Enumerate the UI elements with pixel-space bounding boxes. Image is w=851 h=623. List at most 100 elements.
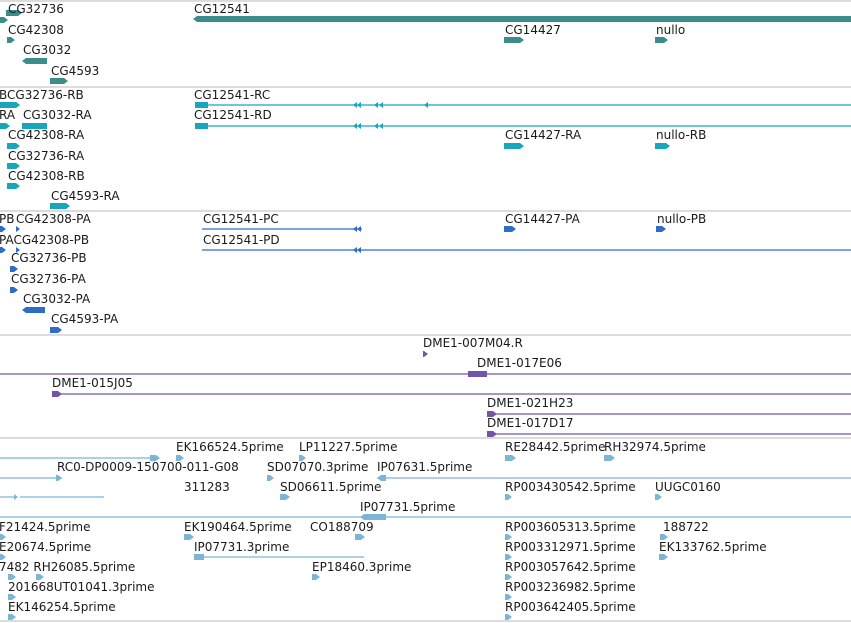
feature-label[interactable]: CG14427-PA: [505, 212, 581, 226]
feature-label[interactable]: PACG42308-PB: [0, 233, 89, 247]
feature-label[interactable]: CG3032: [23, 43, 71, 57]
feature-label[interactable]: CG12541-PD: [203, 233, 280, 247]
feature[interactable]: 7482 RH26085.5prime: [0, 560, 135, 580]
feature[interactable]: EK146254.5prime: [8, 600, 116, 620]
feature-label[interactable]: CG32736-PA: [11, 272, 87, 286]
feature-label[interactable]: EK146254.5prime: [8, 600, 116, 614]
feature[interactable]: F21424.5prime: [0, 520, 90, 540]
feature-label[interactable]: F21424.5prime: [0, 520, 90, 534]
feature-label[interactable]: CG4593-RA: [51, 189, 120, 203]
feature-label[interactable]: BCG32736-RB: [0, 88, 84, 102]
feature-label[interactable]: LP11227.5prime: [299, 440, 398, 454]
feature[interactable]: RA: [0, 108, 16, 129]
feature[interactable]: RE28442.5prime: [505, 440, 606, 461]
feature-label[interactable]: DME1-017D17: [487, 416, 574, 430]
feature-label[interactable]: E20674.5prime: [0, 540, 91, 554]
feature-label[interactable]: RP003312971.5prime: [505, 540, 636, 554]
feature[interactable]: DME1-017E06: [0, 356, 851, 377]
feature[interactable]: CG12541-PC: [202, 212, 362, 232]
feature[interactable]: BCG32736-RB: [0, 88, 84, 108]
feature[interactable]: RP003605313.5prime: [505, 520, 636, 540]
feature[interactable]: CO188709: [310, 520, 374, 540]
feature-label[interactable]: CG14427: [505, 23, 561, 37]
feature[interactable]: DME1-007M04.R: [423, 336, 523, 357]
feature[interactable]: CG42308-PA: [16, 212, 92, 226]
feature[interactable]: CG3032: [22, 43, 71, 64]
feature-label[interactable]: IP07631.5prime: [377, 460, 472, 474]
feature[interactable]: CG32736: [0, 2, 64, 23]
feature[interactable]: SD06611.5prime: [280, 480, 381, 500]
feature[interactable]: EP18460.3prime: [312, 560, 411, 580]
feature-label[interactable]: RP003605313.5prime: [505, 520, 636, 534]
feature-label[interactable]: RP003057642.5prime: [505, 560, 636, 574]
feature[interactable]: CG12541-RD: [194, 108, 851, 129]
feature[interactable]: CG12541-PD: [202, 233, 851, 253]
feature[interactable]: EK190464.5prime: [184, 520, 292, 540]
feature[interactable]: nullo: [655, 23, 685, 43]
feature-label[interactable]: UUGC0160: [655, 480, 721, 494]
feature-label[interactable]: CG3032-RA: [23, 108, 92, 122]
feature-label[interactable]: RA: [0, 108, 16, 122]
feature-label[interactable]: 7482 RH26085.5prime: [0, 560, 135, 574]
feature[interactable]: CG4593: [50, 64, 99, 84]
feature-label[interactable]: SD07070.3prime: [267, 460, 368, 474]
feature-label[interactable]: SD06611.5prime: [280, 480, 381, 494]
feature[interactable]: nullo-PB: [656, 212, 706, 232]
feature[interactable]: PACG42308-PB: [0, 233, 89, 253]
feature-label[interactable]: IP07731.5prime: [360, 500, 455, 514]
feature[interactable]: CG12541-RC: [194, 88, 851, 108]
feature-label[interactable]: EK133762.5prime: [659, 540, 767, 554]
feature[interactable]: SD07070.3prime: [267, 460, 368, 481]
feature[interactable]: DME1-015J05: [52, 376, 851, 397]
feature[interactable]: RP003236982.5prime: [505, 580, 636, 600]
feature-label[interactable]: RP003642405.5prime: [505, 600, 636, 614]
feature-label[interactable]: nullo: [656, 23, 685, 37]
feature-label[interactable]: 311283: [184, 480, 230, 494]
feature[interactable]: IP07631.5prime: [377, 460, 851, 481]
feature[interactable]: CG42308-RB: [7, 169, 85, 189]
feature-label[interactable]: DME1-015J05: [52, 376, 133, 390]
feature-label[interactable]: EK190464.5prime: [184, 520, 292, 534]
feature[interactable]: LP11227.5prime: [299, 440, 398, 461]
feature-label[interactable]: RH32974.5prime: [604, 440, 706, 454]
feature-label[interactable]: CG14427-RA: [505, 128, 582, 142]
feature[interactable]: CG14427: [504, 23, 561, 43]
feature[interactable]: CG4593-RA: [50, 189, 120, 209]
feature[interactable]: CG32736-PA: [10, 272, 87, 293]
feature-label[interactable]: CG32736-RA: [8, 149, 85, 163]
feature-label[interactable]: nullo-RB: [656, 128, 706, 142]
feature-label[interactable]: CG3032-PA: [23, 292, 91, 306]
feature-label[interactable]: EK166524.5prime: [176, 440, 284, 454]
feature[interactable]: CG12541: [193, 2, 851, 22]
feature-label[interactable]: CG4593: [51, 64, 99, 78]
feature-label[interactable]: RP003236982.5prime: [505, 580, 636, 594]
feature-label[interactable]: CG12541-RC: [194, 88, 270, 102]
feature[interactable]: nullo-RB: [655, 128, 706, 149]
feature[interactable]: RH32974.5prime: [604, 440, 706, 461]
feature[interactable]: CG42308: [7, 23, 64, 43]
feature-label[interactable]: CG12541-RD: [194, 108, 272, 122]
feature-label[interactable]: IP07731.3prime: [194, 540, 289, 554]
feature[interactable]: CG14427-RA: [504, 128, 582, 149]
feature[interactable]: E20674.5prime: [0, 540, 91, 560]
feature[interactable]: EK133762.5prime: [659, 540, 767, 560]
feature[interactable]: RC0-DP0009-150700-011-G08: [0, 460, 239, 481]
feature-label[interactable]: EP18460.3prime: [312, 560, 411, 574]
feature-label[interactable]: DME1-021H23: [487, 396, 573, 410]
feature[interactable]: CG14427-PA: [504, 212, 581, 232]
feature[interactable]: IP07731.5prime: [0, 500, 851, 520]
feature[interactable]: RP003312971.5prime: [505, 540, 636, 560]
feature-label[interactable]: CG32736: [8, 2, 64, 16]
feature-label[interactable]: CG42308-RA: [8, 128, 85, 142]
feature[interactable]: CG3032-RA: [22, 108, 92, 129]
feature-label[interactable]: CG12541: [194, 2, 250, 16]
feature[interactable]: DME1-021H23: [487, 396, 851, 417]
feature-label[interactable]: CG4593-PA: [51, 312, 119, 326]
feature[interactable]: CG32736-RA: [7, 149, 85, 169]
feature[interactable]: UUGC0160: [655, 480, 721, 500]
feature-label[interactable]: CG42308: [8, 23, 64, 37]
feature[interactable]: DME1-017D17: [487, 416, 851, 437]
feature-label[interactable]: PB: [0, 212, 14, 226]
feature[interactable]: RP003430542.5prime: [505, 480, 636, 500]
